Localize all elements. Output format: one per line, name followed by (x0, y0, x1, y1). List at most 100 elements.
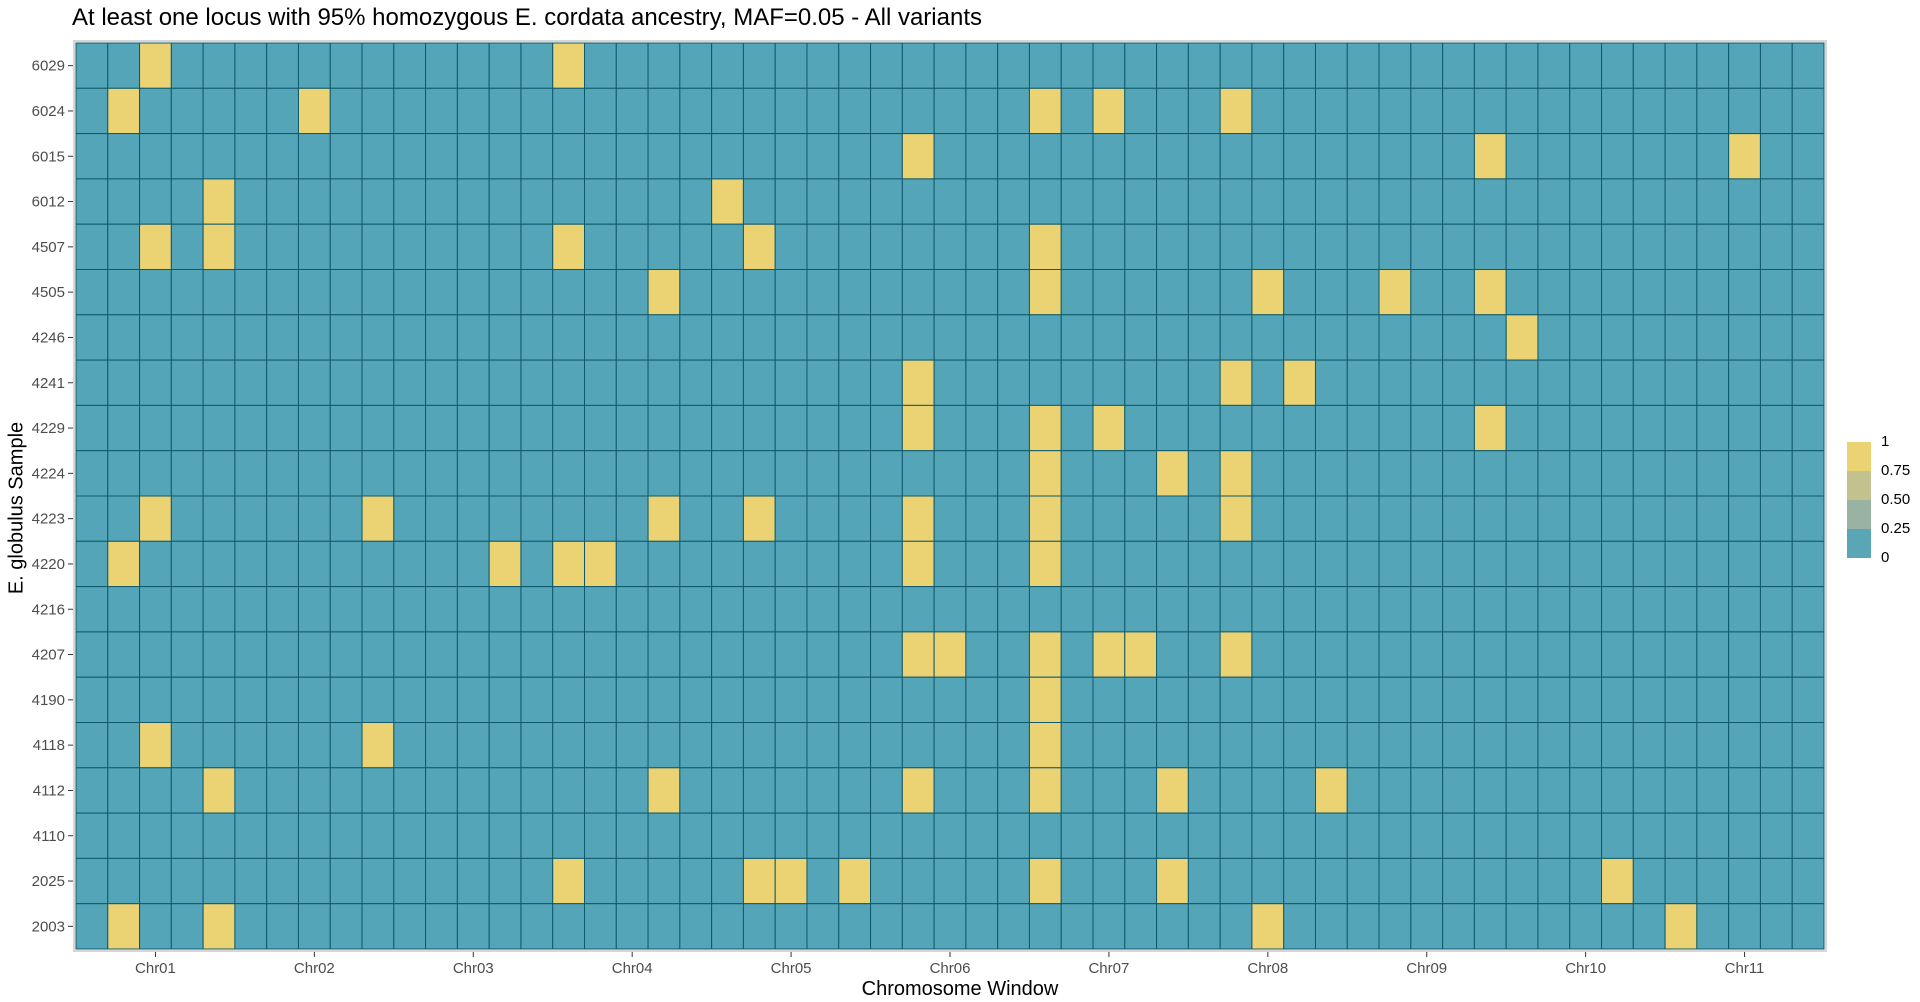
y-tick-label: 4190 (32, 692, 65, 709)
heatmap-cell (806, 857, 840, 905)
heatmap-cells (75, 42, 1825, 950)
heatmap-cell (552, 223, 586, 270)
heatmap-cell (1664, 223, 1698, 270)
heatmap-cell (647, 133, 681, 180)
heatmap-cell (711, 450, 744, 497)
heatmap-cell (806, 812, 840, 859)
heatmap-cell (170, 42, 204, 89)
heatmap-cell (679, 223, 713, 270)
heatmap-cell (615, 42, 649, 89)
heatmap-cell (1156, 359, 1189, 406)
heatmap-cell (393, 404, 427, 452)
heatmap-cell (393, 87, 427, 135)
heatmap-cell (1601, 269, 1634, 316)
heatmap-cell (1696, 87, 1730, 135)
heatmap-cell (997, 133, 1030, 180)
heatmap-cell (933, 404, 967, 452)
heatmap-cell (1187, 676, 1221, 724)
heatmap-cell (774, 404, 808, 452)
heatmap-cell (1569, 903, 1603, 950)
heatmap-cell (1060, 722, 1094, 769)
heatmap-cell (1791, 767, 1825, 814)
heatmap-cell (1283, 495, 1316, 542)
heatmap-cell (774, 722, 808, 769)
heatmap-cell (297, 812, 331, 859)
heatmap-cell (1314, 540, 1348, 588)
heatmap-cell (520, 314, 554, 361)
heatmap-cell (1028, 857, 1062, 905)
heatmap-cell (742, 903, 776, 950)
x-tick-label: Chr08 (1247, 960, 1288, 977)
heatmap-cell (139, 450, 172, 497)
heatmap-cell (1346, 223, 1380, 270)
heatmap-cell (107, 359, 141, 406)
heatmap-cell (1156, 178, 1189, 225)
heatmap-cell (552, 676, 586, 724)
heatmap-cell (1728, 223, 1761, 270)
heatmap-cell (107, 767, 141, 814)
heatmap-cell (107, 812, 141, 859)
heatmap-cell (1410, 857, 1444, 905)
heatmap-cell (901, 722, 935, 769)
heatmap-cell (361, 903, 395, 950)
heatmap-cell (965, 722, 999, 769)
heatmap-cell (552, 404, 586, 452)
heatmap-cell (1378, 314, 1412, 361)
heatmap-cell (1314, 133, 1348, 180)
heatmap-cell (1378, 223, 1412, 270)
heatmap-cell (647, 359, 681, 406)
heatmap-cell (393, 676, 427, 724)
heatmap-cell (1473, 495, 1507, 542)
heatmap-cell (1442, 404, 1475, 452)
y-tick-label: 4229 (32, 420, 65, 437)
heatmap-cell (1410, 722, 1444, 769)
heatmap-cell (1124, 223, 1158, 270)
heatmap-cell (202, 676, 236, 724)
heatmap-cell (1791, 178, 1825, 225)
heatmap-cell (488, 42, 522, 89)
heatmap-cell (107, 722, 141, 769)
heatmap-cell (1632, 269, 1666, 316)
heatmap-cell (806, 540, 840, 588)
heatmap-cell (742, 314, 776, 361)
heatmap-cell (1156, 767, 1189, 814)
heatmap-cell (1442, 314, 1475, 361)
heatmap-cell (1060, 676, 1094, 724)
heatmap-cell (1060, 359, 1094, 406)
heatmap-cell (1696, 586, 1730, 633)
heatmap-cell (1251, 767, 1285, 814)
heatmap-cell (456, 586, 490, 633)
heatmap-cell (1156, 540, 1189, 588)
heatmap-cell (901, 903, 935, 950)
heatmap-cell (1219, 812, 1253, 859)
heatmap-cell (1569, 404, 1603, 452)
heatmap-cell (838, 133, 872, 180)
heatmap-cell (1124, 812, 1158, 859)
heatmap-cell (329, 857, 363, 905)
heatmap-cell (297, 133, 331, 180)
heatmap-cell (202, 903, 236, 950)
heatmap-cell (1569, 676, 1603, 724)
heatmap-cell (711, 903, 744, 950)
heatmap-cell (266, 857, 299, 905)
heatmap-cell (456, 857, 490, 905)
heatmap-cell (234, 767, 268, 814)
heatmap-cell (615, 903, 649, 950)
heatmap-cell (1759, 540, 1793, 588)
heatmap-cell (329, 631, 363, 678)
heatmap-cell (1537, 359, 1571, 406)
heatmap-cell (329, 586, 363, 633)
heatmap-cell (1505, 722, 1539, 769)
heatmap-cell (425, 857, 458, 905)
heatmap-cell (425, 133, 458, 180)
heatmap-cell (1759, 42, 1793, 89)
heatmap-cell (456, 722, 490, 769)
heatmap-cell (1632, 42, 1666, 89)
heatmap-cell (75, 586, 109, 633)
heatmap-cell (870, 359, 903, 406)
heatmap-cell (297, 178, 331, 225)
heatmap-cell (1791, 359, 1825, 406)
heatmap-cell (901, 404, 935, 452)
heatmap-cell (1028, 903, 1062, 950)
heatmap-cell (1505, 495, 1539, 542)
